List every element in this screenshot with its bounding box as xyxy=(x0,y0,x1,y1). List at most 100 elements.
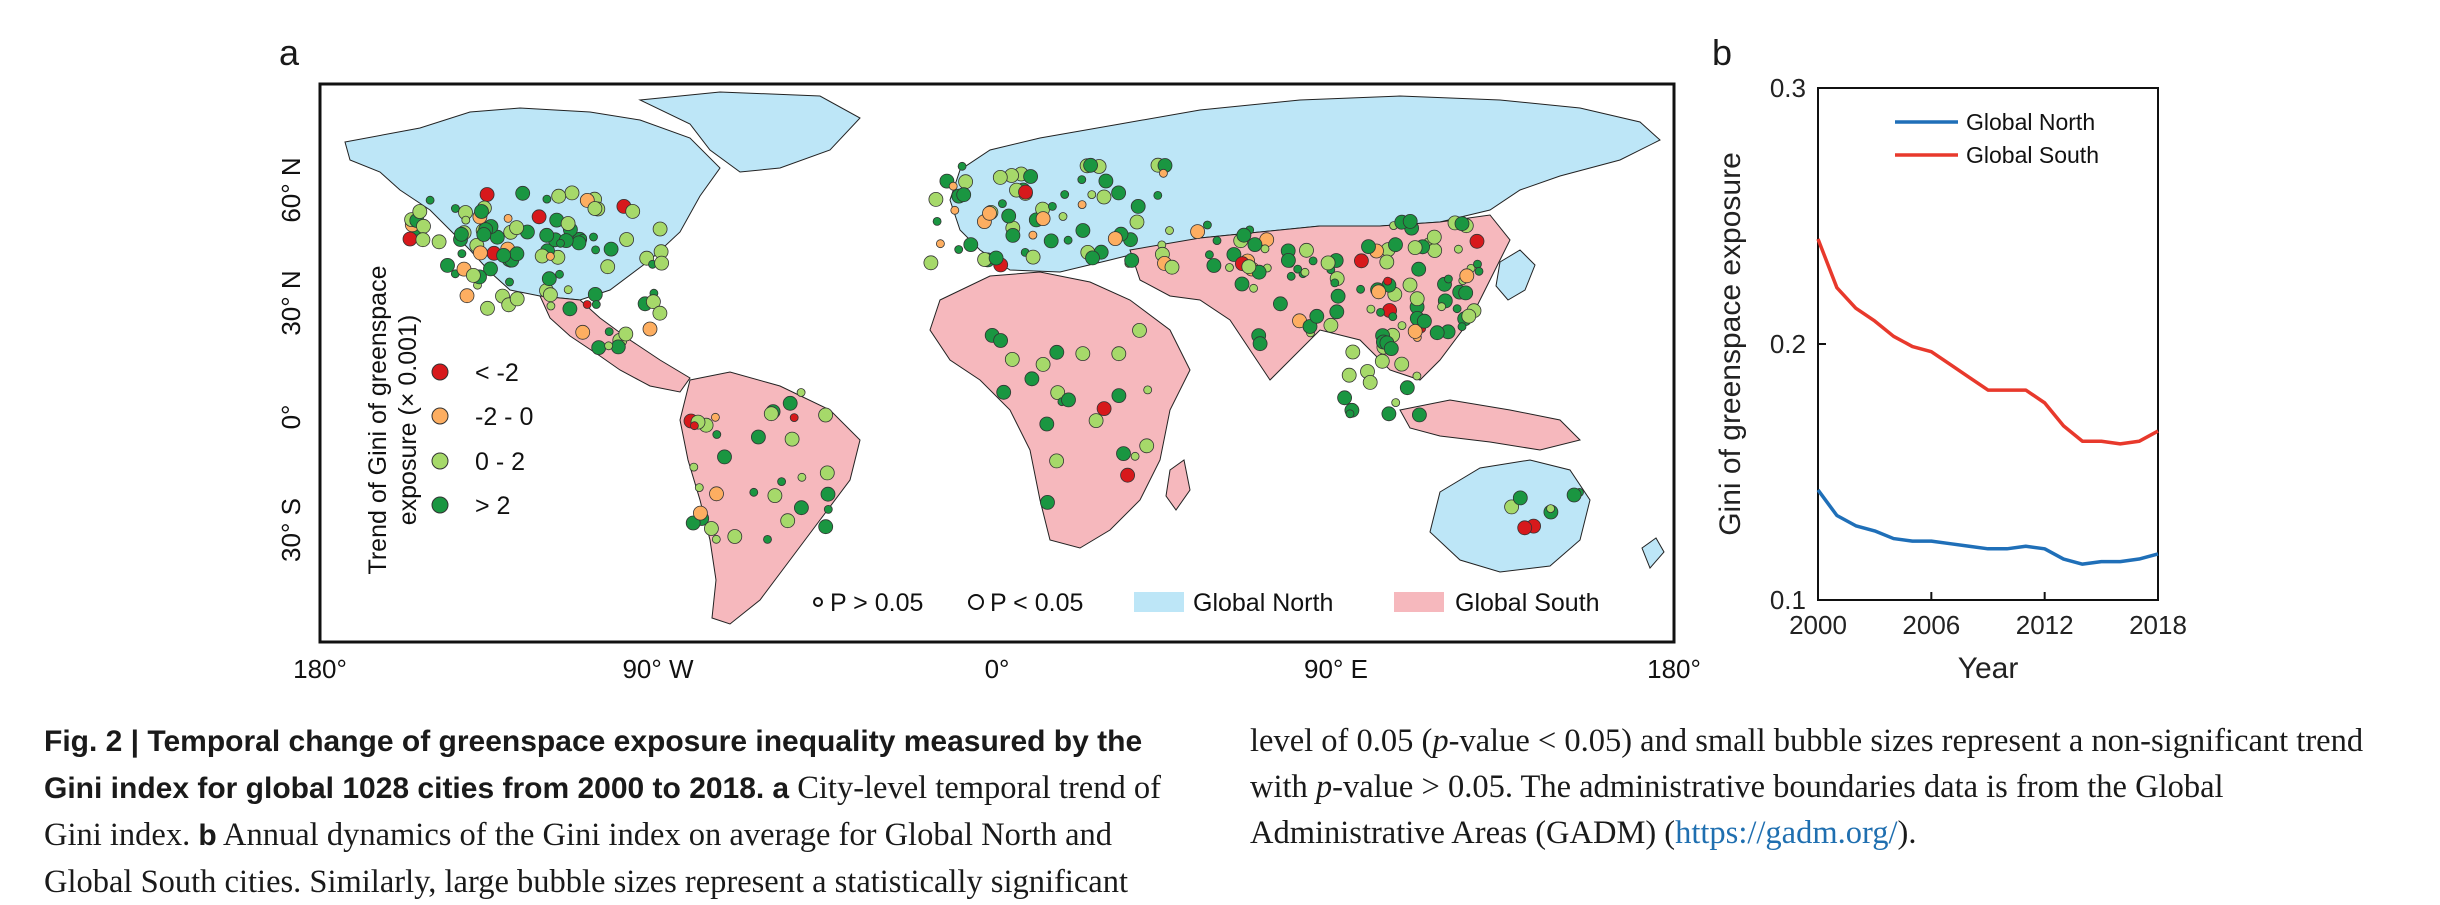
series-line-global-south xyxy=(1816,238,2159,446)
city-bubble xyxy=(1362,374,1378,390)
city-bubble xyxy=(555,269,564,279)
city-bubble xyxy=(819,465,835,481)
city-bubble xyxy=(453,226,469,242)
city-bubble xyxy=(936,239,945,249)
city-bubble xyxy=(1356,284,1365,294)
city-bubble xyxy=(1049,344,1065,360)
city-bubble xyxy=(1402,213,1418,229)
chart-legend: Global North Global South xyxy=(1895,109,2099,168)
city-bubble xyxy=(1004,351,1020,367)
caption-col2-part2: -value < 0.05) and small bubble sizes re… xyxy=(1250,723,2364,805)
city-bubble xyxy=(1024,371,1040,387)
city-bubble xyxy=(591,300,601,309)
city-bubble xyxy=(1397,321,1407,331)
city-bubble xyxy=(619,232,634,247)
city-bubble xyxy=(496,247,512,263)
city-bubble xyxy=(646,294,661,310)
y-tick-label: 0.3 xyxy=(1770,73,1806,103)
city-bubble xyxy=(1330,288,1346,304)
city-bubble xyxy=(992,169,1008,185)
city-bubble xyxy=(556,238,565,248)
x-tick-label: 2012 xyxy=(2016,610,2074,640)
city-bubble xyxy=(1143,385,1153,395)
y-tick-label: 0.2 xyxy=(1770,329,1806,359)
city-bubble xyxy=(1394,356,1410,372)
landmass-southeast-asia-islands xyxy=(1399,399,1581,451)
figure-caption-col1: Fig. 2 | Temporal change of greenspace e… xyxy=(44,718,1204,905)
city-bubble xyxy=(1474,266,1484,276)
panel-a-letter: a xyxy=(279,32,300,73)
city-bubble xyxy=(923,255,939,271)
city-bubble xyxy=(1035,356,1051,372)
city-bubble xyxy=(1388,312,1398,322)
city-bubble xyxy=(1252,336,1268,352)
city-bubble xyxy=(1236,227,1252,243)
city-bubble xyxy=(425,195,435,205)
map-y-tick: 60° N xyxy=(276,157,306,222)
city-bubble xyxy=(957,161,967,171)
city-bubble xyxy=(1409,291,1425,307)
city-bubble xyxy=(932,216,942,226)
city-bubble xyxy=(928,191,944,207)
city-bubble xyxy=(412,204,428,219)
city-bubble xyxy=(1399,380,1415,396)
city-bubble xyxy=(618,326,634,342)
x-tick-label: 2000 xyxy=(1789,610,1847,640)
city-bubble xyxy=(509,291,525,307)
city-bubble xyxy=(1153,190,1163,200)
landmass-japan xyxy=(1495,249,1536,301)
city-bubble xyxy=(1111,346,1127,362)
city-bubble xyxy=(652,305,668,321)
map-x-tick: 90° E xyxy=(1304,654,1368,684)
legend-label: > 2 xyxy=(475,492,510,520)
map-x-tick: 90° W xyxy=(622,654,694,684)
city-bubble xyxy=(1111,388,1127,404)
city-bubble xyxy=(1454,216,1470,232)
map-x-tick: 180° xyxy=(293,654,347,684)
city-bubble xyxy=(457,249,467,259)
city-bubble xyxy=(1129,214,1145,230)
city-bubble xyxy=(1075,223,1091,238)
city-bubble xyxy=(483,261,498,277)
city-bubble xyxy=(1212,236,1222,246)
city-bubble xyxy=(1085,250,1100,266)
city-bubble xyxy=(459,288,475,304)
city-bubble xyxy=(1063,235,1073,245)
city-bubble xyxy=(1341,367,1357,383)
city-bubble xyxy=(591,245,600,255)
city-bubble xyxy=(1165,226,1174,235)
map-y-ticks: 60° N 30° N 0° 30° S xyxy=(276,157,306,562)
city-bubble xyxy=(1407,240,1423,256)
city-bubble xyxy=(625,203,641,219)
city-bubble xyxy=(551,188,567,204)
city-bubble xyxy=(1308,256,1318,266)
city-bubble xyxy=(1320,255,1336,271)
caption-b-label: b xyxy=(198,819,217,852)
city-bubble xyxy=(1028,230,1038,240)
city-bubble xyxy=(539,227,555,243)
city-bubble xyxy=(796,388,806,397)
city-bubble xyxy=(582,300,592,309)
city-bubble xyxy=(1132,322,1147,338)
city-bubble xyxy=(996,384,1012,400)
city-bubble xyxy=(1309,308,1325,324)
city-bubble xyxy=(1458,285,1474,301)
city-bubble xyxy=(1205,250,1214,260)
landmass-australia xyxy=(1429,459,1591,573)
caption-gadm-link[interactable]: https://gadm.org/ xyxy=(1675,815,1898,851)
city-bubble xyxy=(1260,244,1270,254)
city-bubble xyxy=(503,213,513,223)
city-bubble xyxy=(1376,307,1385,317)
city-bubble xyxy=(794,500,809,516)
city-bubble xyxy=(1444,274,1453,284)
city-bubble xyxy=(1039,416,1055,432)
trend-legend: Trend of Gini of greenspace exposure (× … xyxy=(364,266,533,575)
city-bubble xyxy=(1040,494,1055,510)
city-bubble xyxy=(784,431,800,447)
city-bubble xyxy=(780,513,796,529)
legend-small-bubble xyxy=(813,597,823,607)
city-bubble xyxy=(1293,264,1303,274)
city-bubble xyxy=(603,241,619,257)
x-tick-label: 2018 xyxy=(2129,610,2187,640)
